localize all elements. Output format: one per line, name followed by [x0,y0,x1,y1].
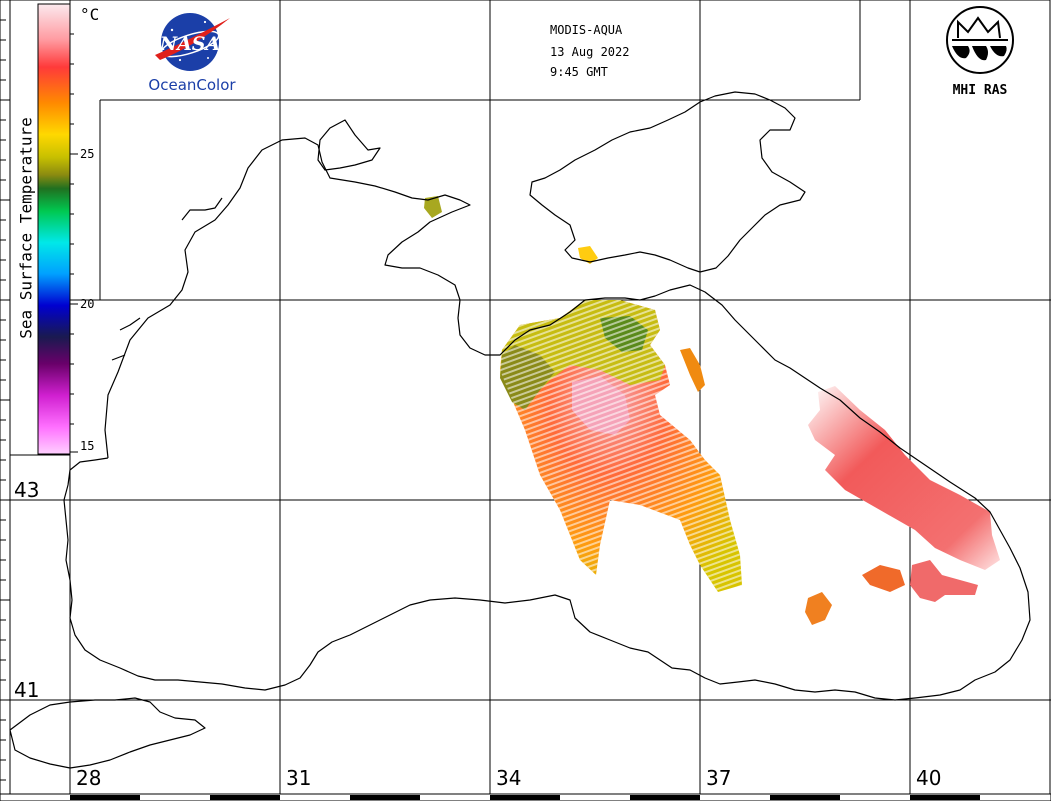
sst-patch-southeast-2 [910,560,978,602]
longitude-label-40: 40 [916,766,941,790]
sst-patch-southeast-1 [862,565,905,592]
colorbar-tick-label: 25 [80,147,94,161]
latitude-label-41: 41 [14,678,39,702]
sensor-label: MODIS-AQUA [550,23,623,37]
coastline-crimea-north [317,119,381,171]
sst-patch-azov-small [578,246,598,264]
sst-data-layer [424,196,1000,625]
mhi-ras-logo: MHI RAS [946,6,1014,98]
coastline-west-bays [111,197,223,361]
date-label: 13 Aug 2022 [550,45,629,59]
colorbar-title: Sea Surface Temperature [16,117,36,339]
coastline-bosporus [9,697,206,769]
mhi-ras-caption: MHI RAS [953,83,1008,98]
oceancolor-caption: OceanColor [148,76,236,94]
graticule [10,0,1051,794]
colorbar-gradient [37,3,71,455]
nasa-logo: NASA OceanColor [148,13,236,94]
time-label: 9:45 GMT [550,65,608,79]
bottom-scale-bar [0,793,1051,801]
colorbar-tick-label: 15 [80,439,94,453]
coastline [9,91,1031,769]
coastline-main [63,137,1031,701]
colorbar-minor-ticks [70,33,78,453]
latitude-label-43: 43 [14,478,39,502]
colorbar: 25 20 15 °C [37,3,99,455]
sst-patch-kerch [680,348,705,392]
left-scale-ticks [0,19,10,781]
longitude-label-31: 31 [286,766,311,790]
colorbar-unit: °C [80,5,99,24]
sst-patch-south-small [805,592,832,625]
sst-patch-east [808,386,1000,570]
colorbar-tick-label: 20 [80,297,94,311]
coastline-azov [529,91,806,273]
sst-stripe-overlay [500,300,742,592]
longitude-label-34: 34 [496,766,521,790]
nasa-wordmark: NASA [159,33,221,55]
sst-patch-north-small [424,196,442,218]
longitude-label-28: 28 [76,766,101,790]
longitude-label-37: 37 [706,766,731,790]
